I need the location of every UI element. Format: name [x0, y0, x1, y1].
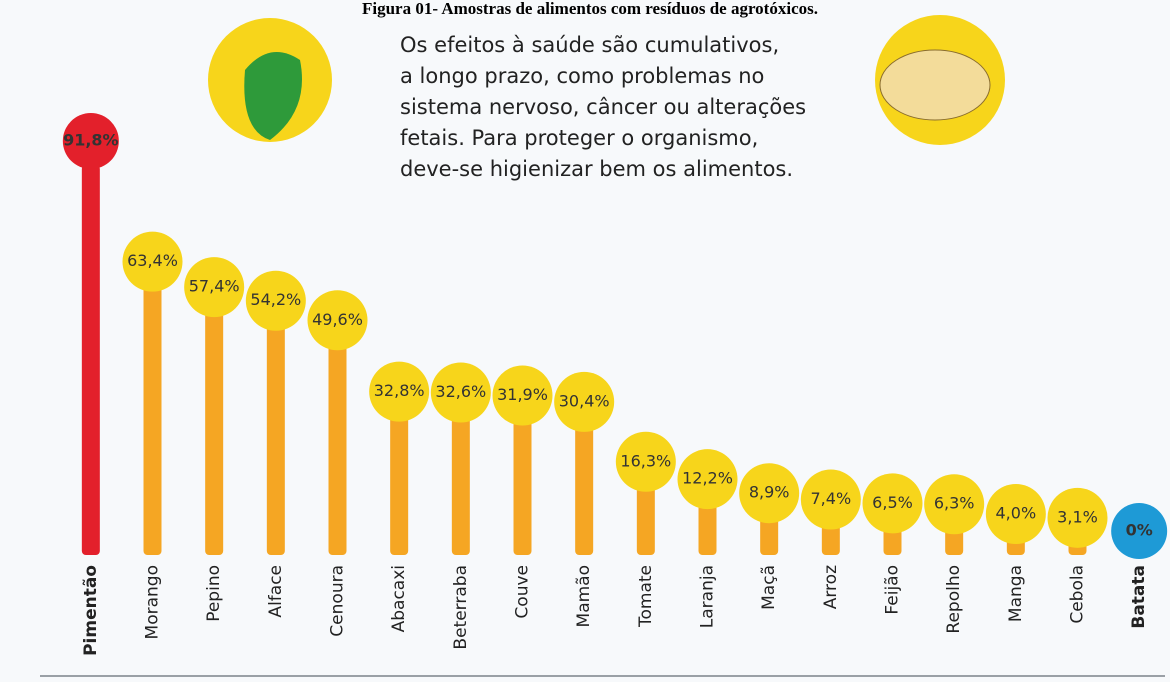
x-tick-label: Cenoura	[328, 565, 348, 637]
x-tick-label: Pepino	[204, 565, 224, 622]
x-tick-label: Pimentão	[81, 565, 101, 656]
x-tick-label: Laranja	[698, 565, 718, 628]
potato-icon	[880, 50, 990, 120]
x-tick-label: Arroz	[821, 565, 841, 609]
value-label: 12,2%	[682, 469, 733, 488]
x-tick-label: Maçã	[759, 565, 779, 610]
value-label: 6,3%	[934, 494, 975, 513]
chart: Figura 01- Amostras de alimentos com res…	[0, 0, 1170, 682]
chart-title: Figura 01- Amostras de alimentos com res…	[362, 0, 818, 18]
x-tick-label: Alface	[266, 565, 286, 618]
x-tick-label: Batata	[1129, 565, 1149, 629]
x-tick-label: Tomate	[636, 565, 656, 628]
value-label: 54,2%	[250, 290, 301, 309]
bar	[390, 416, 408, 555]
value-label: 7,4%	[811, 489, 852, 508]
bar	[267, 325, 285, 555]
value-label: 0%	[1126, 521, 1153, 540]
x-tick-label: Couve	[513, 565, 533, 619]
annotation-line: sistema nervoso, câncer ou alterações	[400, 95, 806, 119]
value-label: 63,4%	[127, 251, 178, 270]
value-label: 8,9%	[749, 483, 790, 502]
value-label: 91,8%	[63, 131, 119, 150]
value-label: 32,6%	[435, 382, 486, 401]
x-tick-label: Cebola	[1068, 565, 1088, 624]
x-tick-label: Feijão	[883, 565, 903, 615]
value-label: 30,4%	[559, 391, 610, 410]
value-label: 49,6%	[312, 310, 363, 329]
x-tick-label: Morango	[143, 565, 163, 639]
value-label: 32,8%	[374, 381, 425, 400]
annotation-line: deve-se higienizar bem os alimentos.	[400, 157, 793, 181]
x-tick-label: Manga	[1006, 565, 1026, 622]
bar	[144, 286, 162, 555]
bar	[699, 503, 717, 555]
x-tick-label: Repolho	[944, 565, 964, 634]
bar	[575, 426, 593, 555]
value-label: 57,4%	[189, 277, 240, 296]
x-tick-label: Mamão	[574, 565, 594, 627]
annotation: Os efeitos à saúde são cumulativos, a lon…	[400, 33, 806, 181]
bar	[637, 486, 655, 555]
value-label: 31,9%	[497, 385, 548, 404]
bar	[82, 165, 100, 555]
value-label: 3,1%	[1057, 507, 1098, 526]
bar	[514, 419, 532, 555]
annotation-line: a longo prazo, como problemas no	[400, 64, 764, 88]
annotation-line: Os efeitos à saúde são cumulativos,	[400, 33, 779, 57]
bar	[452, 417, 470, 555]
bar	[205, 311, 223, 555]
x-tick-label: Beterraba	[451, 565, 471, 650]
x-tick-label: Abacaxi	[389, 565, 409, 632]
value-label: 6,5%	[872, 493, 913, 512]
annotation-line: fetais. Para proteger o organismo,	[400, 126, 758, 150]
value-label: 4,0%	[996, 504, 1037, 523]
value-label: 16,3%	[620, 451, 671, 470]
bar	[329, 344, 347, 555]
